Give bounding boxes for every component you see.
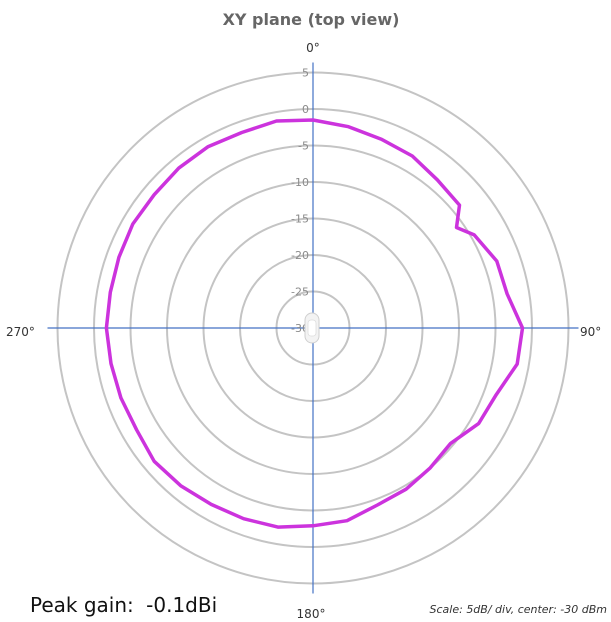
peak-gain-value: -0.1dBi (146, 593, 217, 617)
angle-label-top: 0° (306, 41, 320, 55)
angle-label-left: 270° (6, 325, 35, 339)
radial-tick-label: 5 (302, 67, 309, 80)
radial-tick-label: -5 (298, 140, 309, 153)
chart-title: XY plane (top view) (223, 10, 400, 29)
radial-tick-labels: 50-5-10-15-20-25-30 (291, 67, 309, 336)
radial-tick-label: -15 (291, 213, 309, 226)
antenna-icon (304, 312, 320, 344)
angle-label-bottom: 180° (297, 607, 326, 621)
radial-tick-label: -20 (291, 249, 309, 262)
gain-pattern-trace (104, 118, 525, 529)
peak-gain-label: Peak gain: (30, 593, 134, 617)
peak-gain-text: Peak gain: -0.1dBi (30, 593, 217, 617)
radial-tick-label: -25 (291, 286, 309, 299)
radial-tick-label: 0 (302, 103, 309, 116)
radial-tick-label: -10 (291, 176, 309, 189)
angle-label-right: 90° (580, 325, 601, 339)
scale-note: Scale: 5dB/ div, center: -30 dBm (430, 603, 607, 616)
